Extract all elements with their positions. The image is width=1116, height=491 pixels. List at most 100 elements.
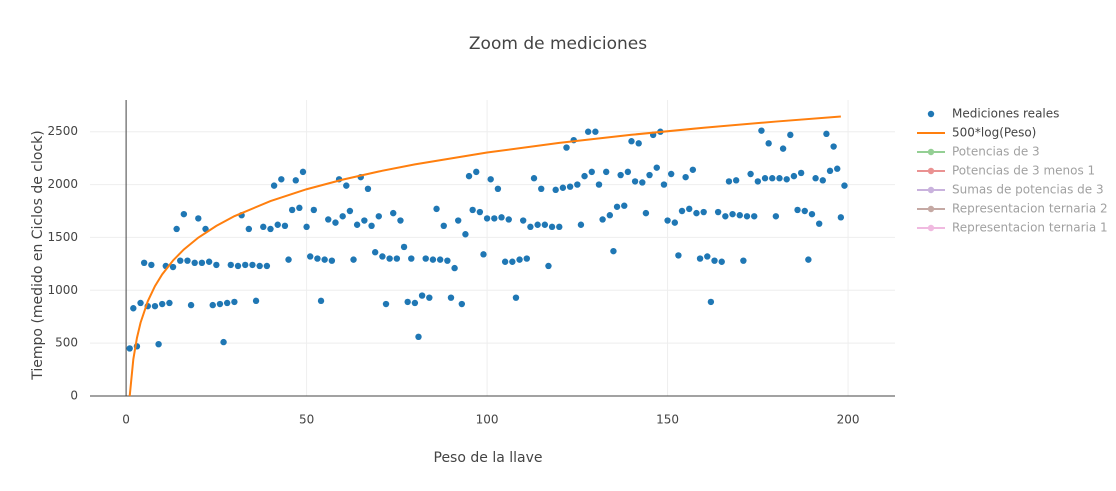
legend-label: 500*log(Peso) (952, 126, 1036, 140)
point (158, 300, 166, 308)
legend-item[interactable]: Representacion ternaria 2 (917, 202, 1108, 216)
point (130, 305, 137, 312)
point (263, 262, 271, 270)
point (198, 259, 206, 266)
point (765, 140, 772, 147)
point (339, 213, 346, 220)
point (307, 253, 314, 260)
point (303, 223, 310, 231)
point (187, 301, 195, 309)
point (296, 204, 303, 212)
point (563, 144, 570, 151)
legend-label: Potencias de 3 (952, 145, 1040, 159)
point (509, 258, 516, 265)
point (711, 257, 718, 264)
point (491, 215, 498, 222)
point (725, 178, 733, 185)
point (758, 127, 765, 134)
point (346, 207, 354, 215)
point (523, 255, 530, 262)
point (678, 207, 686, 215)
point (426, 294, 433, 301)
point (223, 299, 231, 307)
point (270, 182, 278, 189)
point (592, 128, 599, 135)
point (743, 213, 751, 220)
point (675, 252, 682, 259)
point (371, 249, 379, 256)
point (646, 171, 653, 179)
point (754, 178, 762, 185)
point (393, 255, 401, 262)
x-tick-label: 100 (476, 413, 499, 427)
legend-label: Sumas de potencias de 3 (952, 183, 1104, 197)
point (732, 177, 740, 184)
point (281, 222, 289, 229)
point (653, 164, 660, 171)
point (642, 209, 650, 217)
legend-item[interactable]: Mediciones reales (927, 107, 1060, 121)
point (213, 261, 220, 269)
x-tick-label: 150 (656, 413, 679, 427)
x-tick-label: 0 (122, 413, 130, 427)
y-tick-label: 500 (55, 336, 78, 350)
legend-label: Representacion ternaria 1 (952, 221, 1108, 235)
point (628, 138, 635, 145)
x-axis-title: Peso de la llave (434, 450, 543, 466)
point (671, 219, 678, 226)
point (548, 223, 556, 231)
legend-label: Representacion ternaria 2 (952, 202, 1108, 216)
point (794, 206, 801, 214)
point (415, 333, 422, 340)
point (664, 217, 671, 224)
point (501, 258, 509, 265)
point (823, 130, 830, 138)
point (595, 181, 603, 188)
point (787, 131, 794, 139)
point (505, 216, 512, 223)
point (256, 262, 263, 270)
point (603, 168, 610, 176)
x-tick-label: 50 (299, 413, 314, 427)
point (624, 168, 632, 176)
point (458, 300, 466, 308)
point (386, 255, 393, 262)
point (689, 166, 697, 173)
point (440, 222, 447, 229)
legend-item[interactable]: Representacion ternaria 1 (917, 221, 1108, 235)
point (220, 338, 227, 346)
point (126, 345, 133, 352)
y-tick-label: 1500 (47, 230, 78, 244)
point (422, 255, 429, 262)
point (812, 175, 819, 182)
point (494, 185, 502, 192)
point (682, 173, 689, 181)
point (584, 128, 592, 135)
point (379, 253, 386, 260)
legend-swatch (927, 148, 935, 156)
point (216, 300, 224, 308)
point (353, 221, 361, 228)
point (321, 256, 328, 263)
point (696, 255, 704, 262)
point (137, 299, 144, 307)
legend-item[interactable]: Sumas de potencias de 3 (917, 183, 1104, 197)
legend-item[interactable]: Potencias de 3 menos 1 (917, 164, 1095, 178)
legend-item[interactable]: Potencias de 3 (917, 145, 1040, 159)
point (729, 210, 736, 218)
point (498, 214, 505, 221)
point (411, 299, 419, 307)
point (310, 206, 318, 214)
point (148, 261, 155, 269)
point (155, 341, 162, 348)
point (418, 292, 426, 299)
point (704, 253, 711, 260)
point (487, 176, 494, 183)
legend-item[interactable]: 500*log(Peso) (917, 126, 1036, 140)
y-tick-label: 2000 (47, 177, 78, 191)
point (556, 223, 563, 231)
point (317, 297, 325, 305)
point (740, 257, 747, 264)
legend-label: Potencias de 3 menos 1 (952, 164, 1095, 178)
